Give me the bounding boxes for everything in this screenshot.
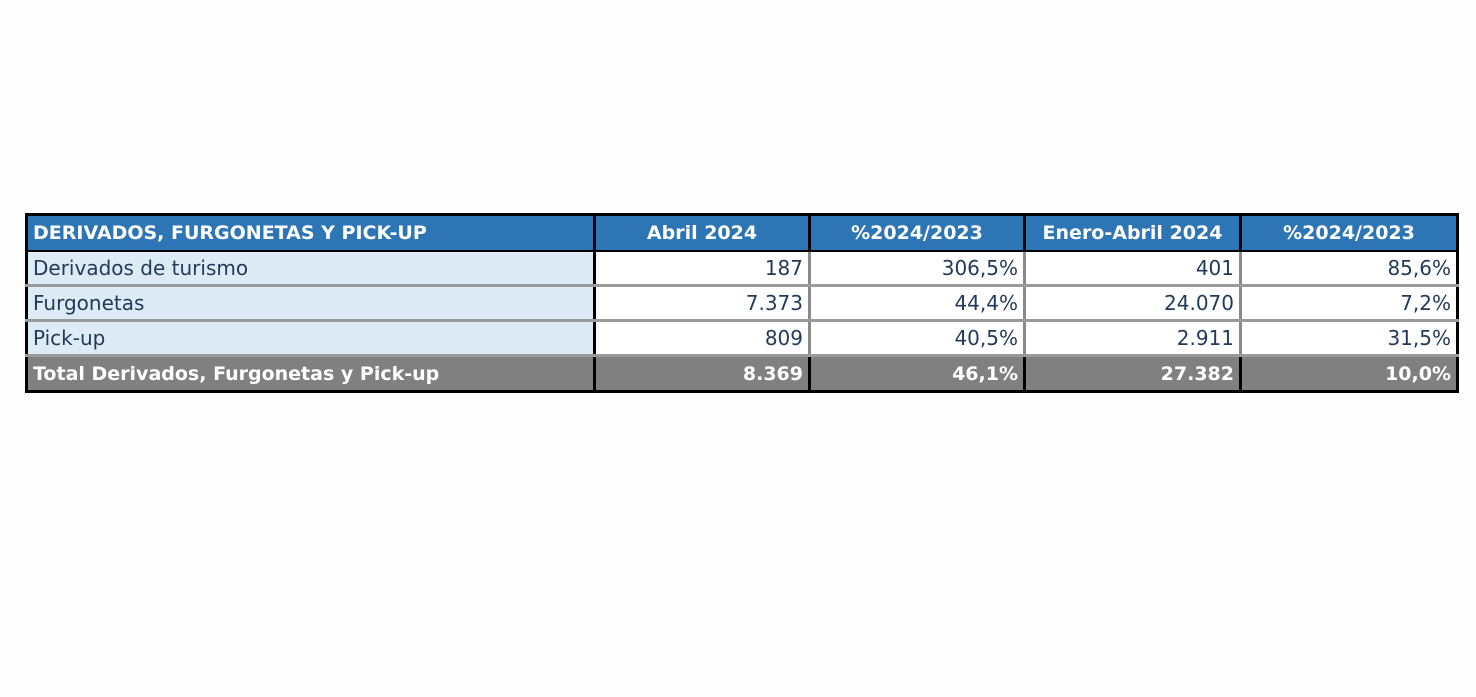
cell-month: 187 <box>593 250 811 287</box>
total-label: Total Derivados, Furgonetas y Pick-up <box>25 354 596 393</box>
header-ytd: Enero-Abril 2024 <box>1023 213 1242 252</box>
total-ytd: 27.382 <box>1023 354 1242 393</box>
header-month: Abril 2024 <box>593 213 811 252</box>
sales-table: DERIVADOS, FURGONETAS Y PICK-UP Abril 20… <box>25 213 1459 393</box>
table-row: Furgonetas 7.373 44,4% 24.070 7,2% <box>25 285 1459 322</box>
header-ytd-change: %2024/2023 <box>1239 213 1459 252</box>
cell-ytd: 2.911 <box>1023 320 1242 357</box>
total-row: Total Derivados, Furgonetas y Pick-up 8.… <box>25 354 1459 393</box>
total-month-change: 46,1% <box>808 354 1026 393</box>
row-label: Pick-up <box>25 320 596 357</box>
header-month-change: %2024/2023 <box>808 213 1026 252</box>
cell-month-change: 40,5% <box>808 320 1026 357</box>
table-row: Derivados de turismo 187 306,5% 401 85,6… <box>25 250 1459 287</box>
table-body: Derivados de turismo 187 306,5% 401 85,6… <box>25 250 1459 357</box>
cell-month-change: 306,5% <box>808 250 1026 287</box>
table-row: Pick-up 809 40,5% 2.911 31,5% <box>25 320 1459 357</box>
row-label: Derivados de turismo <box>25 250 596 287</box>
cell-ytd-change: 7,2% <box>1239 285 1459 322</box>
row-label: Furgonetas <box>25 285 596 322</box>
sales-table-container: DERIVADOS, FURGONETAS Y PICK-UP Abril 20… <box>25 213 1459 393</box>
cell-ytd-change: 31,5% <box>1239 320 1459 357</box>
total-ytd-change: 10,0% <box>1239 354 1459 393</box>
header-category: DERIVADOS, FURGONETAS Y PICK-UP <box>25 213 596 252</box>
cell-month: 809 <box>593 320 811 357</box>
cell-ytd-change: 85,6% <box>1239 250 1459 287</box>
cell-ytd: 401 <box>1023 250 1242 287</box>
cell-month-change: 44,4% <box>808 285 1026 322</box>
table-header: DERIVADOS, FURGONETAS Y PICK-UP Abril 20… <box>25 213 1459 252</box>
table-footer: Total Derivados, Furgonetas y Pick-up 8.… <box>25 354 1459 393</box>
header-row: DERIVADOS, FURGONETAS Y PICK-UP Abril 20… <box>25 213 1459 252</box>
cell-month: 7.373 <box>593 285 811 322</box>
total-month: 8.369 <box>593 354 811 393</box>
cell-ytd: 24.070 <box>1023 285 1242 322</box>
